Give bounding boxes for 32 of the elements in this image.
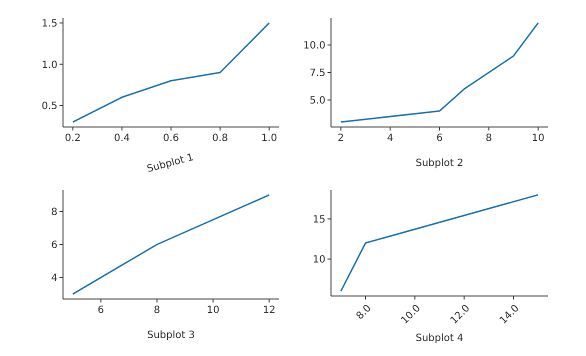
x-tick-label: 0.4: [114, 132, 130, 144]
x-tick-label: 2: [338, 132, 344, 144]
y-tick-label: 5.0: [310, 96, 326, 107]
y-tick-label: 10: [312, 254, 326, 266]
x-axis-title: Subplot 1: [146, 152, 195, 176]
x-tick-label: 4: [386, 132, 394, 144]
x-axis-title: Subplot 4: [416, 333, 464, 344]
x-tick-label: 1.0: [261, 132, 278, 144]
x-tick-label: 8: [486, 132, 492, 144]
y-tick-label: 4: [51, 273, 58, 284]
y-tick-label: 1.0: [42, 60, 58, 71]
x-tick-label: 6: [98, 304, 104, 316]
y-tick-label: 1.5: [42, 18, 58, 30]
y-tick-label: 7.5: [310, 68, 326, 80]
y-tick-label: 0.5: [42, 101, 58, 112]
x-tick-label: 10: [206, 304, 220, 316]
line-series: [340, 22, 539, 123]
x-axis-title: Subplot 2: [416, 158, 464, 169]
x-tick-label: 6: [436, 132, 443, 144]
x-tick-label: 8: [154, 304, 160, 316]
x-axis-title: Subplot 3: [147, 330, 195, 341]
x-tick-label: 0.6: [163, 132, 179, 144]
x-tick-label: 10: [532, 132, 545, 144]
x-tick-label: 12: [262, 304, 276, 316]
y-tick-label: 6: [51, 240, 58, 252]
x-tick-label: 8.0: [354, 302, 374, 322]
line-series: [72, 22, 270, 123]
x-tick-label: 0.2: [64, 132, 81, 144]
y-tick-label: 10.0: [303, 40, 326, 52]
x-tick-label: 0.8: [212, 132, 228, 144]
y-tick-label: 8: [51, 207, 58, 218]
y-tick-label: 15: [312, 214, 326, 226]
